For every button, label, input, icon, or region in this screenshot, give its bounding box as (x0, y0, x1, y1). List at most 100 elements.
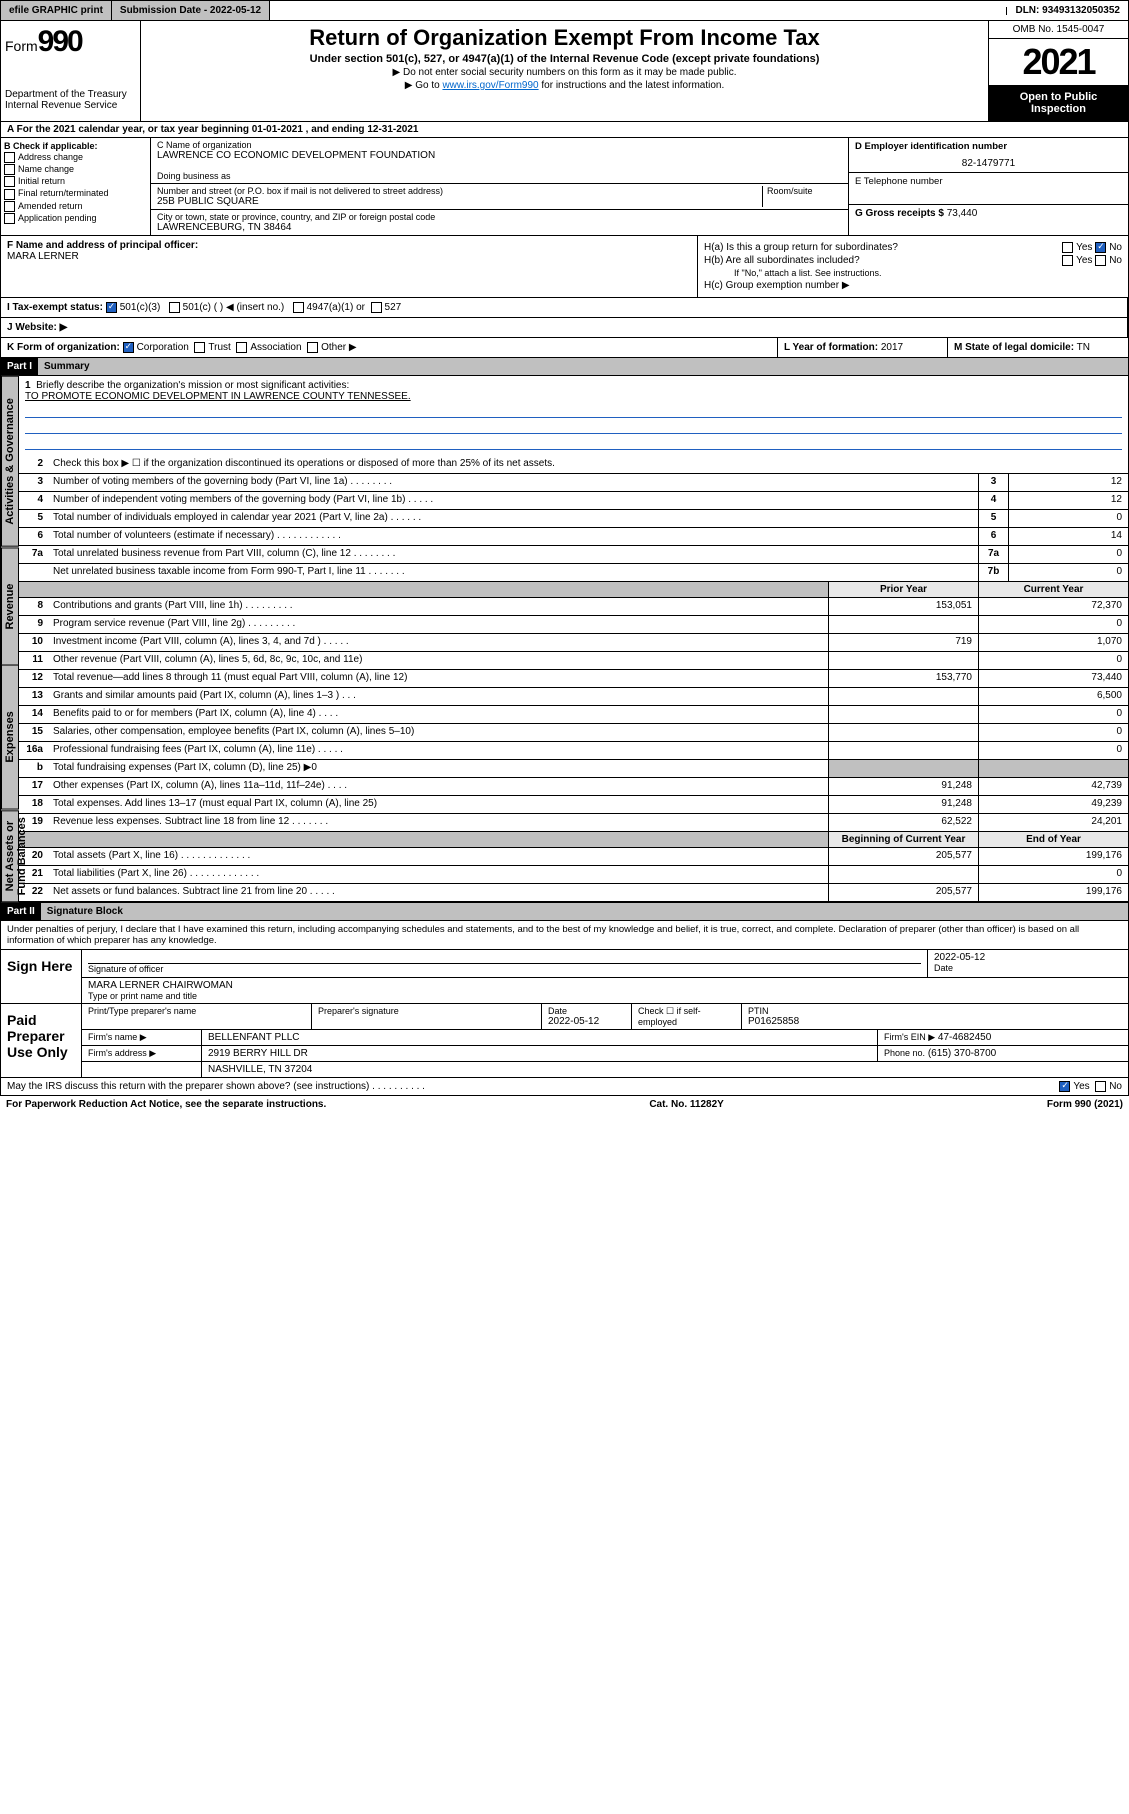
org-name: LAWRENCE CO ECONOMIC DEVELOPMENT FOUNDAT… (157, 150, 842, 161)
officer-type-label: Type or print name and title (88, 991, 1122, 1001)
footer-right: Form 990 (2021) (1047, 1099, 1123, 1110)
current-year-hdr: Current Year (978, 582, 1128, 597)
ha-yes[interactable]: Yes (1076, 242, 1092, 253)
discuss-label: May the IRS discuss this return with the… (7, 1081, 1059, 1092)
vtab-net: Net Assets or Fund Balances (1, 810, 19, 902)
cb-application-pending[interactable]: Application pending (4, 213, 147, 224)
summary-line: 11Other revenue (Part VIII, column (A), … (19, 652, 1128, 670)
ptin-label: PTIN (748, 1006, 1122, 1016)
firm-addr-label: Firm's address ▶ (82, 1046, 202, 1061)
irs-label: Internal Revenue Service (5, 100, 136, 111)
hb-yes[interactable]: Yes (1076, 255, 1092, 266)
firm-ein: 47-4682450 (938, 1032, 991, 1043)
firm-phone: (615) 370-8700 (928, 1048, 996, 1059)
summary-line: 10Investment income (Part VIII, column (… (19, 634, 1128, 652)
m-label: M State of legal domicile: (954, 342, 1074, 353)
cb-4947[interactable] (293, 302, 304, 313)
cb-501c[interactable] (169, 302, 180, 313)
cb-corp[interactable] (123, 342, 134, 353)
col-h: H(a) Is this a group return for subordin… (698, 236, 1128, 297)
discuss-row: May the IRS discuss this return with the… (1, 1077, 1128, 1095)
i-label: I Tax-exempt status: (7, 302, 103, 313)
hb-note: If "No," attach a list. See instructions… (704, 268, 1122, 278)
hb-label: H(b) Are all subordinates included? (704, 255, 860, 266)
row-a-period: A For the 2021 calendar year, or tax yea… (0, 122, 1129, 138)
sign-here-label: Sign Here (1, 950, 81, 1003)
section-fh: F Name and address of principal officer:… (0, 236, 1129, 298)
officer-name: MARA LERNER (7, 251, 691, 262)
sig-officer-label: Signature of officer (88, 964, 921, 974)
eoy-hdr: End of Year (978, 832, 1128, 847)
summary-line: 13Grants and similar amounts paid (Part … (19, 688, 1128, 706)
part2-title: Signature Block (41, 903, 1128, 920)
k-label: K Form of organization: (7, 342, 120, 353)
line1-label: Briefly describe the organization's miss… (36, 380, 349, 391)
cb-final-return[interactable]: Final return/terminated (4, 188, 147, 199)
summary-line: 15Salaries, other compensation, employee… (19, 724, 1128, 742)
goto-post: for instructions and the latest informat… (539, 80, 725, 91)
line2: Check this box ▶ ☐ if the organization d… (49, 456, 1128, 473)
form-number: 990 (38, 25, 82, 58)
irs-link[interactable]: www.irs.gov/Form990 (442, 80, 538, 91)
room-label: Room/suite (767, 186, 842, 196)
phone-label: E Telephone number (855, 176, 1122, 187)
city-label: City or town, state or province, country… (157, 212, 842, 222)
col-b-checkboxes: B Check if applicable: Address change Na… (1, 138, 151, 235)
sign-here-row: Sign Here Signature of officer 2022-05-1… (1, 949, 1128, 1003)
signature-block: Under penalties of perjury, I declare th… (0, 921, 1129, 1096)
goto-pre: ▶ Go to (405, 80, 443, 91)
hb-no[interactable]: No (1109, 255, 1122, 266)
line1-mission: 1 Briefly describe the organization's mi… (19, 376, 1128, 456)
form-title: Return of Organization Exempt From Incom… (145, 25, 984, 51)
row-j: J Website: ▶ (0, 318, 1129, 338)
cb-amended-return[interactable]: Amended return (4, 201, 147, 212)
cb-name-change[interactable]: Name change (4, 164, 147, 175)
firm-name: BELLENFANT PLLC (202, 1030, 878, 1045)
summary-line: 8Contributions and grants (Part VIII, li… (19, 598, 1128, 616)
omb-number: OMB No. 1545-0047 (989, 21, 1128, 39)
firm-addr1: 2919 BERRY HILL DR (202, 1046, 878, 1061)
summary-line: 14Benefits paid to or for members (Part … (19, 706, 1128, 724)
header-right: OMB No. 1545-0047 2021 Open to Public In… (988, 21, 1128, 121)
prep-sig-label: Preparer's signature (312, 1004, 542, 1029)
section-bcde: B Check if applicable: Address change Na… (0, 138, 1129, 236)
org-address: 25B PUBLIC SQUARE (157, 196, 762, 207)
part2-header-row: Part II Signature Block (0, 903, 1129, 921)
cb-527[interactable] (371, 302, 382, 313)
open-inspection: Open to Public Inspection (989, 85, 1128, 121)
summary-line: 9Program service revenue (Part VIII, lin… (19, 616, 1128, 634)
discuss-yes-cb[interactable] (1059, 1081, 1070, 1092)
part1-badge: Part I (1, 358, 38, 375)
part1-header-row: Part I Summary (0, 358, 1129, 376)
cb-501c3[interactable] (106, 302, 117, 313)
addr-label: Number and street (or P.O. box if mail i… (157, 186, 762, 196)
dept-label: Department of the Treasury (5, 89, 136, 100)
self-employed[interactable]: Check ☐ if self-employed (632, 1004, 742, 1029)
submission-date-button[interactable]: Submission Date - 2022-05-12 (112, 1, 270, 20)
cb-initial-return[interactable]: Initial return (4, 176, 147, 187)
l-label: L Year of formation: (784, 342, 878, 353)
row-klm: K Form of organization: Corporation Trus… (0, 338, 1129, 358)
firm-ein-label: Firm's EIN ▶ (884, 1032, 935, 1042)
name-label: C Name of organization (157, 140, 842, 150)
cb-other[interactable] (307, 342, 318, 353)
prep-date: 2022-05-12 (548, 1016, 625, 1027)
boy-hdr: Beginning of Current Year (828, 832, 978, 847)
cb-assoc[interactable] (236, 342, 247, 353)
part2-badge: Part II (1, 903, 41, 920)
vtab-rev: Revenue (1, 547, 19, 665)
dba-label: Doing business as (157, 171, 842, 181)
tax-year: 2021 (989, 39, 1128, 85)
line1-value: TO PROMOTE ECONOMIC DEVELOPMENT IN LAWRE… (25, 391, 411, 402)
ha-no[interactable]: No (1109, 242, 1122, 253)
vtab-ag: Activities & Governance (1, 376, 19, 547)
j-label: J Website: ▶ (7, 322, 67, 333)
declaration-text: Under penalties of perjury, I declare th… (1, 921, 1128, 949)
cb-address-change[interactable]: Address change (4, 152, 147, 163)
gross-value: 73,440 (947, 208, 978, 219)
prep-date-label: Date (548, 1006, 625, 1016)
cb-trust[interactable] (194, 342, 205, 353)
discuss-no-cb[interactable] (1095, 1081, 1106, 1092)
row-i: I Tax-exempt status: 501(c)(3) 501(c) ( … (0, 298, 1129, 318)
efile-print-button[interactable]: efile GRAPHIC print (1, 1, 112, 20)
